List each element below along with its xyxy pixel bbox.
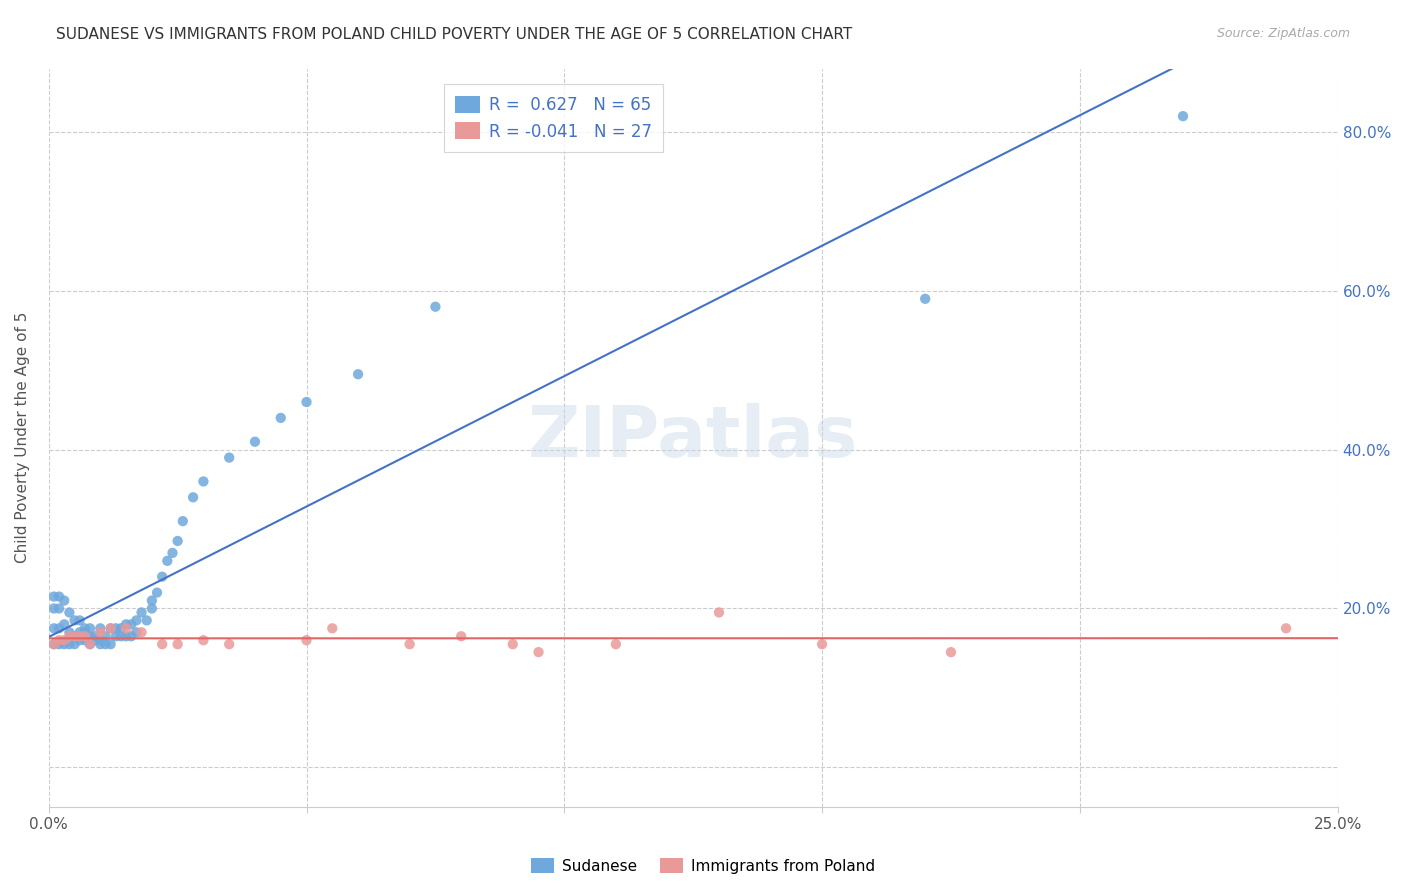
Point bbox=[270, 410, 292, 425]
Point bbox=[73, 625, 96, 640]
Point bbox=[63, 613, 86, 627]
Point bbox=[166, 533, 188, 548]
Point bbox=[69, 625, 91, 640]
Point bbox=[166, 637, 188, 651]
Point bbox=[63, 637, 86, 651]
Point bbox=[162, 546, 184, 560]
Point bbox=[42, 637, 65, 651]
Point bbox=[100, 621, 122, 635]
Point bbox=[48, 637, 70, 651]
Point bbox=[110, 621, 132, 635]
Text: ZIPatlas: ZIPatlas bbox=[529, 403, 858, 472]
Point bbox=[79, 621, 101, 635]
Point bbox=[48, 590, 70, 604]
Point bbox=[48, 621, 70, 635]
Point bbox=[120, 617, 142, 632]
Point bbox=[193, 633, 215, 648]
Point bbox=[1171, 109, 1194, 123]
Point bbox=[79, 629, 101, 643]
Point bbox=[150, 570, 173, 584]
Point bbox=[811, 637, 834, 651]
Point bbox=[104, 629, 127, 643]
Point bbox=[141, 593, 163, 607]
Point bbox=[53, 593, 76, 607]
Point bbox=[398, 637, 420, 651]
Point bbox=[79, 637, 101, 651]
Point bbox=[914, 292, 936, 306]
Point bbox=[58, 629, 80, 643]
Point bbox=[425, 300, 447, 314]
Point bbox=[69, 629, 91, 643]
Point bbox=[69, 633, 91, 648]
Point bbox=[48, 633, 70, 648]
Point bbox=[218, 637, 240, 651]
Point bbox=[527, 645, 550, 659]
Point bbox=[73, 629, 96, 643]
Legend: R =  0.627   N = 65, R = -0.041   N = 27: R = 0.627 N = 65, R = -0.041 N = 27 bbox=[444, 84, 664, 153]
Point bbox=[131, 606, 153, 620]
Point bbox=[193, 475, 215, 489]
Point bbox=[939, 645, 962, 659]
Point bbox=[89, 633, 111, 648]
Point bbox=[58, 625, 80, 640]
Point bbox=[450, 629, 472, 643]
Point bbox=[707, 606, 730, 620]
Point bbox=[63, 629, 86, 643]
Point bbox=[89, 625, 111, 640]
Point bbox=[135, 613, 157, 627]
Point bbox=[63, 629, 86, 643]
Point bbox=[89, 637, 111, 651]
Point bbox=[73, 621, 96, 635]
Point bbox=[156, 554, 179, 568]
Point bbox=[84, 633, 107, 648]
Text: SUDANESE VS IMMIGRANTS FROM POLAND CHILD POVERTY UNDER THE AGE OF 5 CORRELATION : SUDANESE VS IMMIGRANTS FROM POLAND CHILD… bbox=[56, 27, 852, 42]
Point bbox=[115, 629, 138, 643]
Point bbox=[120, 629, 142, 643]
Point bbox=[1275, 621, 1298, 635]
Point bbox=[94, 629, 117, 643]
Legend: Sudanese, Immigrants from Poland: Sudanese, Immigrants from Poland bbox=[526, 852, 880, 880]
Point bbox=[150, 637, 173, 651]
Point bbox=[48, 601, 70, 615]
Point bbox=[58, 606, 80, 620]
Point bbox=[42, 637, 65, 651]
Point bbox=[42, 621, 65, 635]
Point bbox=[53, 637, 76, 651]
Point bbox=[146, 585, 169, 599]
Point bbox=[295, 633, 318, 648]
Point bbox=[100, 621, 122, 635]
Point bbox=[69, 613, 91, 627]
Point bbox=[125, 625, 148, 640]
Point bbox=[73, 633, 96, 648]
Point bbox=[110, 629, 132, 643]
Point bbox=[502, 637, 524, 651]
Point bbox=[115, 621, 138, 635]
Point bbox=[104, 621, 127, 635]
Point bbox=[131, 625, 153, 640]
Text: Source: ZipAtlas.com: Source: ZipAtlas.com bbox=[1216, 27, 1350, 40]
Y-axis label: Child Poverty Under the Age of 5: Child Poverty Under the Age of 5 bbox=[15, 312, 30, 564]
Point bbox=[172, 514, 194, 528]
Point bbox=[321, 621, 343, 635]
Point bbox=[42, 601, 65, 615]
Point bbox=[53, 617, 76, 632]
Point bbox=[84, 629, 107, 643]
Point bbox=[243, 434, 266, 449]
Point bbox=[181, 491, 204, 505]
Point bbox=[79, 637, 101, 651]
Point bbox=[89, 621, 111, 635]
Point bbox=[605, 637, 627, 651]
Point bbox=[115, 617, 138, 632]
Point bbox=[100, 637, 122, 651]
Point bbox=[58, 637, 80, 651]
Point bbox=[53, 633, 76, 648]
Point bbox=[42, 590, 65, 604]
Point bbox=[347, 368, 370, 382]
Point bbox=[218, 450, 240, 465]
Point bbox=[141, 601, 163, 615]
Point bbox=[94, 637, 117, 651]
Point bbox=[295, 395, 318, 409]
Point bbox=[125, 613, 148, 627]
